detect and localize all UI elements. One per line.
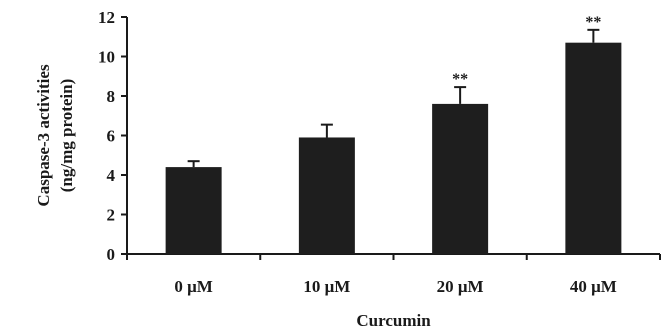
x-axis — [126, 253, 661, 260]
bar — [165, 167, 222, 254]
significance-labels: ** ** — [452, 14, 601, 88]
x-tick-label: 20 μM — [437, 277, 484, 296]
bar — [432, 103, 489, 255]
x-tick-labels: 0 μM 10 μM 20 μM 40 μM — [174, 277, 616, 296]
bar — [298, 137, 355, 254]
y-tick-label: 10 — [98, 48, 115, 67]
bars — [165, 42, 622, 255]
significance-label: ** — [585, 14, 601, 31]
error-bars — [187, 28, 600, 168]
x-tick-label: 10 μM — [303, 277, 350, 296]
bar — [565, 42, 622, 254]
y-axis: 0 2 4 6 8 10 12 — [98, 8, 128, 264]
y-tick-label: 12 — [98, 8, 115, 27]
y-tick-label: 2 — [107, 206, 116, 225]
x-tick-label: 40 μM — [570, 277, 617, 296]
y-tick-label: 0 — [107, 245, 116, 264]
y-axis-title-line: Caspase-3 activities — [34, 64, 53, 207]
y-tick-label: 8 — [107, 87, 116, 106]
y-tick-label: 4 — [107, 166, 116, 185]
x-tick-label: 0 μM — [174, 277, 212, 296]
significance-label: ** — [452, 71, 468, 88]
y-axis-title-line: (ng/mg protein) — [57, 79, 76, 193]
x-axis-title: Curcumin — [356, 311, 431, 330]
y-tick-label: 6 — [107, 127, 116, 146]
y-axis-title: Caspase-3 activities (ng/mg protein) — [34, 64, 76, 207]
